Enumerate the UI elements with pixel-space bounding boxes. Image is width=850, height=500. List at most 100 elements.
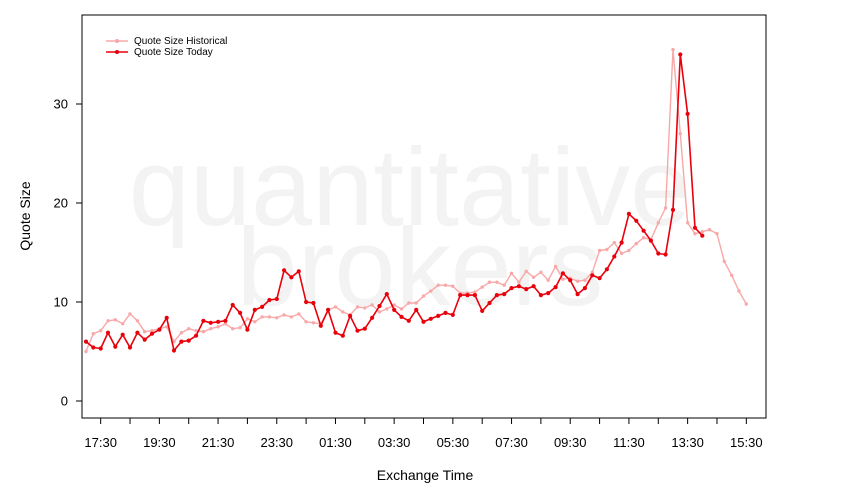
- y-tick-label: 0: [61, 394, 68, 409]
- y-axis: 0 10 20 30: [54, 97, 83, 409]
- data-point-historical: [590, 270, 594, 274]
- data-point-today: [604, 267, 610, 272]
- data-point-today: [230, 302, 235, 308]
- data-point-historical: [619, 251, 624, 256]
- data-point-today: [509, 286, 514, 291]
- data-point-today: [458, 293, 463, 298]
- data-point-today: [120, 332, 125, 337]
- data-point-historical: [363, 306, 367, 310]
- data-point-historical: [671, 47, 675, 52]
- x-tick-label: 01:30: [319, 435, 352, 450]
- data-point-today: [223, 318, 228, 323]
- watermark-line2: brokers: [237, 206, 604, 329]
- x-tick-label: 11:30: [613, 435, 645, 450]
- data-point-historical: [201, 330, 206, 334]
- data-point-historical: [91, 332, 96, 336]
- data-point-today: [384, 292, 389, 297]
- data-point-today: [626, 211, 632, 216]
- data-point-today: [216, 319, 221, 324]
- data-point-historical: [194, 329, 198, 333]
- data-point-today: [194, 333, 199, 338]
- data-point-today: [612, 254, 617, 259]
- data-point-today: [289, 275, 294, 280]
- data-point-today: [619, 240, 624, 245]
- data-point-today: [127, 345, 133, 350]
- data-point-historical: [238, 326, 242, 330]
- data-point-today: [267, 297, 272, 303]
- y-axis-label: Quote Size: [17, 181, 33, 250]
- data-point-today: [648, 238, 654, 243]
- data-point-today: [399, 314, 404, 319]
- data-point-today: [553, 285, 558, 290]
- data-point-historical: [583, 278, 587, 282]
- data-point-today: [83, 339, 89, 344]
- data-point-today: [311, 300, 316, 306]
- x-tick-label: 15:30: [730, 435, 763, 450]
- data-point-today: [502, 292, 507, 297]
- data-point-today: [149, 331, 155, 336]
- data-point-historical: [546, 278, 550, 282]
- data-point-historical: [275, 316, 279, 320]
- data-point-historical: [421, 294, 426, 298]
- data-point-historical: [436, 283, 440, 287]
- data-point-historical: [634, 241, 638, 246]
- data-point-today: [238, 310, 243, 315]
- data-point-today: [252, 307, 257, 312]
- data-point-today: [274, 296, 279, 302]
- data-point-historical: [641, 236, 646, 240]
- x-tick-label: 09:30: [554, 435, 587, 450]
- data-point-historical: [187, 327, 191, 331]
- series-layer: [83, 47, 748, 354]
- data-point-historical: [561, 277, 565, 281]
- legend: Quote Size Historical Quote Size Today: [106, 36, 227, 58]
- data-point-today: [98, 346, 103, 351]
- data-point-historical: [539, 270, 543, 274]
- data-point-historical: [517, 280, 521, 284]
- data-point-today: [582, 286, 588, 291]
- data-point-today: [105, 330, 111, 335]
- data-point-today: [414, 307, 419, 312]
- data-point-today: [333, 330, 338, 335]
- data-point-historical: [737, 289, 741, 293]
- data-point-historical: [385, 307, 389, 311]
- data-point-today: [663, 252, 668, 257]
- data-point-historical: [487, 280, 492, 284]
- data-point-historical: [495, 280, 499, 284]
- data-point-historical: [407, 301, 411, 305]
- data-point-today: [318, 323, 323, 328]
- data-point-historical: [480, 285, 484, 289]
- data-point-historical: [289, 315, 294, 319]
- data-point-today: [641, 228, 646, 233]
- data-point-today: [480, 308, 485, 313]
- data-point-today: [443, 310, 448, 315]
- data-point-today: [260, 304, 265, 309]
- data-point-today: [590, 273, 595, 278]
- data-point-today: [208, 320, 213, 325]
- data-point-today: [296, 269, 301, 274]
- x-axis: 17:30 19:30 21:30 23:30 01:30 03:30 05:30 07:30…: [84, 417, 763, 450]
- data-point-historical: [179, 331, 184, 335]
- data-point-historical: [355, 305, 360, 309]
- data-point-historical: [414, 301, 418, 305]
- data-point-historical: [113, 318, 118, 322]
- data-point-today: [531, 284, 536, 289]
- data-point-today: [524, 287, 529, 292]
- data-point-today: [472, 293, 477, 298]
- data-point-historical: [223, 322, 228, 326]
- data-point-historical: [524, 269, 528, 273]
- legend-label-today: Quote Size Today: [134, 47, 213, 58]
- data-point-today: [201, 318, 206, 323]
- data-point-today: [568, 278, 573, 283]
- data-point-historical: [502, 283, 506, 287]
- legend-marker-today: [115, 50, 119, 54]
- watermark: quantitative brokers: [129, 126, 692, 329]
- data-point-historical: [99, 329, 103, 333]
- data-point-today: [171, 348, 177, 353]
- x-tick-label: 05:30: [437, 435, 470, 450]
- data-point-today: [355, 328, 360, 333]
- data-point-historical: [106, 319, 110, 323]
- data-point-today: [340, 333, 345, 338]
- data-point-today: [304, 299, 309, 305]
- data-point-historical: [143, 330, 147, 334]
